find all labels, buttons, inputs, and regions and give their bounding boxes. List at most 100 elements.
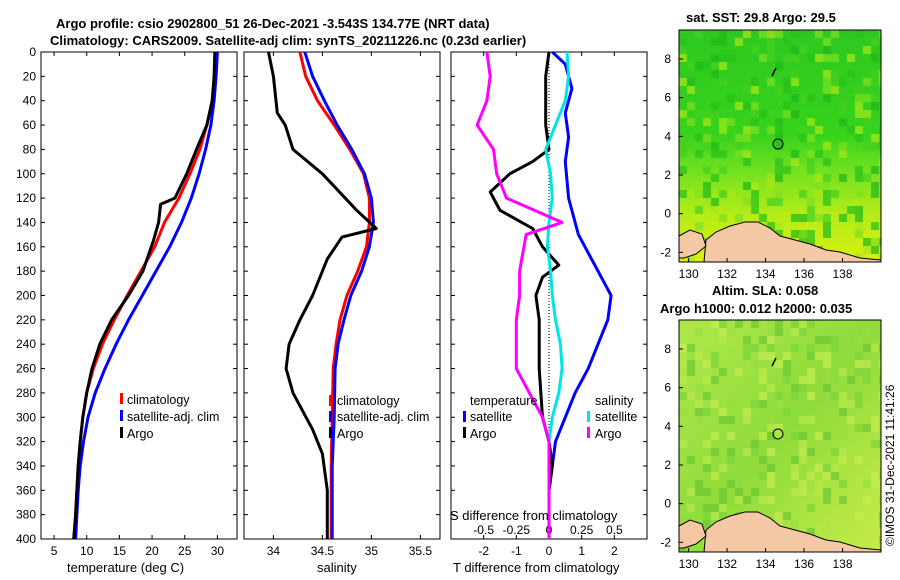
map-cell: [719, 38, 727, 46]
map-cell: [839, 432, 847, 440]
map-cell: [855, 360, 863, 368]
sst-land-west: [679, 229, 707, 259]
map-cell: [839, 206, 847, 214]
map-cell: [823, 54, 831, 62]
map-cell: [879, 432, 881, 440]
legend-climatology-swatch: [120, 393, 123, 404]
map-cell: [711, 38, 719, 46]
map-cell: [759, 432, 767, 440]
map-cell: [791, 432, 799, 440]
depth-tick-label: 180: [16, 264, 36, 278]
map-cell: [711, 110, 719, 118]
depth-tick-label: 120: [16, 191, 36, 205]
map-cell: [711, 174, 719, 182]
map-cell: [863, 344, 871, 352]
map-cell: [839, 496, 847, 504]
map-cell: [807, 472, 815, 480]
map-cell: [863, 174, 871, 182]
map-cell: [767, 480, 775, 488]
depth-tick-label: 360: [16, 483, 36, 497]
map-cell: [815, 174, 823, 182]
map-cell: [687, 190, 695, 198]
depth-tick-label: 260: [16, 362, 36, 376]
map-cell: [775, 166, 783, 174]
depth-tick-label: 300: [16, 410, 36, 424]
map-cell: [871, 54, 879, 62]
map-cell: [799, 328, 807, 336]
map-cell: [791, 110, 799, 118]
map-y-tick-label: -2: [660, 535, 671, 549]
map-cell: [823, 368, 831, 376]
map-cell: [719, 54, 727, 62]
map-cell: [751, 102, 759, 110]
map-cell: [879, 344, 881, 352]
map-cell: [863, 142, 871, 150]
depth-tick-label: 0: [29, 45, 36, 59]
map-cell: [743, 134, 751, 142]
map-cell: [831, 520, 839, 528]
map-cell: [871, 488, 879, 496]
map-cell: [807, 134, 815, 142]
x-tick-label: 35: [365, 544, 379, 558]
map-cell: [767, 174, 775, 182]
map-cell: [695, 352, 703, 360]
map-cell: [703, 488, 711, 496]
map-cell: [871, 472, 879, 480]
salinity-axis-label: salinity: [317, 560, 357, 575]
map-cell: [855, 86, 863, 94]
map-cell: [831, 30, 839, 38]
s-diff-tick-label: -0.25: [503, 523, 531, 537]
map-cell: [767, 328, 775, 336]
map-cell: [759, 352, 767, 360]
difference-legend: temperature satellite Argo salinity sate…: [463, 394, 637, 441]
map-cell: [807, 320, 815, 328]
depth-tick-label: 380: [16, 508, 36, 522]
map-cell: [735, 214, 743, 222]
map-cell: [679, 392, 687, 400]
map-cell: [879, 536, 881, 544]
map-cell: [839, 376, 847, 384]
map-cell: [687, 352, 695, 360]
map-cell: [791, 520, 799, 528]
depth-tick-label: 340: [16, 459, 36, 473]
map-y-tick-label: 0: [664, 207, 671, 221]
map-cell: [719, 118, 727, 126]
map-cell: [679, 344, 687, 352]
map-cell: [719, 190, 727, 198]
map-cell: [799, 464, 807, 472]
x-tick-label: 15: [113, 544, 127, 558]
map-cell: [695, 480, 703, 488]
map-cell: [687, 86, 695, 94]
map-cell: [687, 360, 695, 368]
legend-argo-label: Argo: [337, 427, 363, 441]
map-cell: [711, 360, 719, 368]
depth-tick-label: 60: [23, 118, 37, 132]
map-cell: [727, 464, 735, 472]
map-cell: [703, 134, 711, 142]
map-cell: [791, 392, 799, 400]
map-cell: [799, 214, 807, 222]
map-cell: [799, 134, 807, 142]
map-cell: [871, 102, 879, 110]
map-cell: [815, 126, 823, 134]
legend-satellite-label: satellite-adj. clim: [337, 410, 429, 424]
map-cell: [791, 344, 799, 352]
map-cell: [727, 480, 735, 488]
x-tick-label: 35.5: [409, 544, 433, 558]
map-cell: [767, 30, 775, 38]
map-cell: [711, 352, 719, 360]
map-cell: [695, 456, 703, 464]
map-cell: [743, 448, 751, 456]
map-cell: [815, 352, 823, 360]
map-cell: [799, 448, 807, 456]
map-cell: [815, 214, 823, 222]
series-line-argo: [267, 51, 378, 539]
map-cell: [871, 78, 879, 86]
map-cell: [743, 352, 751, 360]
map-cell: [807, 504, 815, 512]
legend-argo-swatch: [120, 427, 123, 438]
map-cell: [847, 376, 855, 384]
map-cell: [711, 320, 719, 328]
map-x-tick-label: 130: [679, 557, 699, 571]
map-cell: [855, 198, 863, 206]
